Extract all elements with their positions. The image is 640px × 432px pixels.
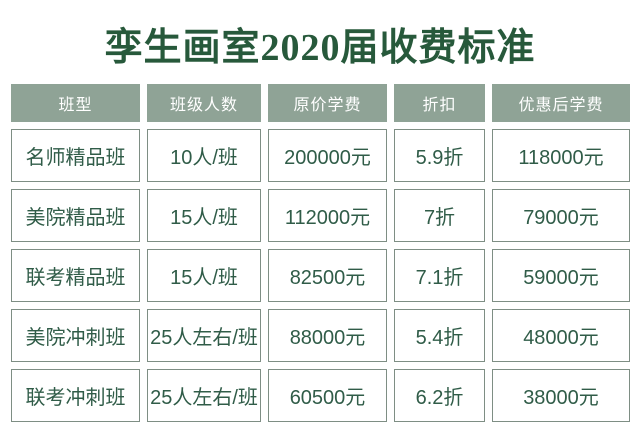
cell-original-price: 60500元 (268, 369, 387, 422)
cell-discount: 7折 (394, 189, 485, 242)
column-header-discounted-price: 优惠后学费 (492, 84, 630, 122)
cell-class-size: 25人左右/班 (147, 369, 261, 422)
cell-class-type: 联考冲刺班 (11, 369, 140, 422)
cell-class-type: 美院冲刺班 (11, 309, 140, 362)
cell-class-type: 美院精品班 (11, 189, 140, 242)
cell-discounted-price: 118000元 (492, 129, 630, 182)
cell-discounted-price: 79000元 (492, 189, 630, 242)
cell-class-size: 25人左右/班 (147, 309, 261, 362)
cell-class-type: 名师精品班 (11, 129, 140, 182)
cell-discounted-price: 48000元 (492, 309, 630, 362)
column-header-class-type: 班型 (11, 84, 140, 122)
column-header-original-price: 原价学费 (268, 84, 387, 122)
cell-discounted-price: 59000元 (492, 249, 630, 302)
cell-original-price: 82500元 (268, 249, 387, 302)
cell-original-price: 200000元 (268, 129, 387, 182)
cell-class-size: 15人/班 (147, 249, 261, 302)
cell-discount: 7.1折 (394, 249, 485, 302)
cell-class-size: 15人/班 (147, 189, 261, 242)
cell-class-type: 联考精品班 (11, 249, 140, 302)
pricing-table: 班型 班级人数 原价学费 折扣 优惠后学费 名师精品班 10人/班 200000… (11, 84, 630, 422)
cell-discount: 6.2折 (394, 369, 485, 422)
cell-discounted-price: 38000元 (492, 369, 630, 422)
column-header-class-size: 班级人数 (147, 84, 261, 122)
cell-original-price: 88000元 (268, 309, 387, 362)
cell-discount: 5.4折 (394, 309, 485, 362)
cell-original-price: 112000元 (268, 189, 387, 242)
page-title: 孪生画室2020届收费标准 (104, 27, 536, 69)
cell-class-size: 10人/班 (147, 129, 261, 182)
cell-discount: 5.9折 (394, 129, 485, 182)
column-header-discount: 折扣 (394, 84, 485, 122)
